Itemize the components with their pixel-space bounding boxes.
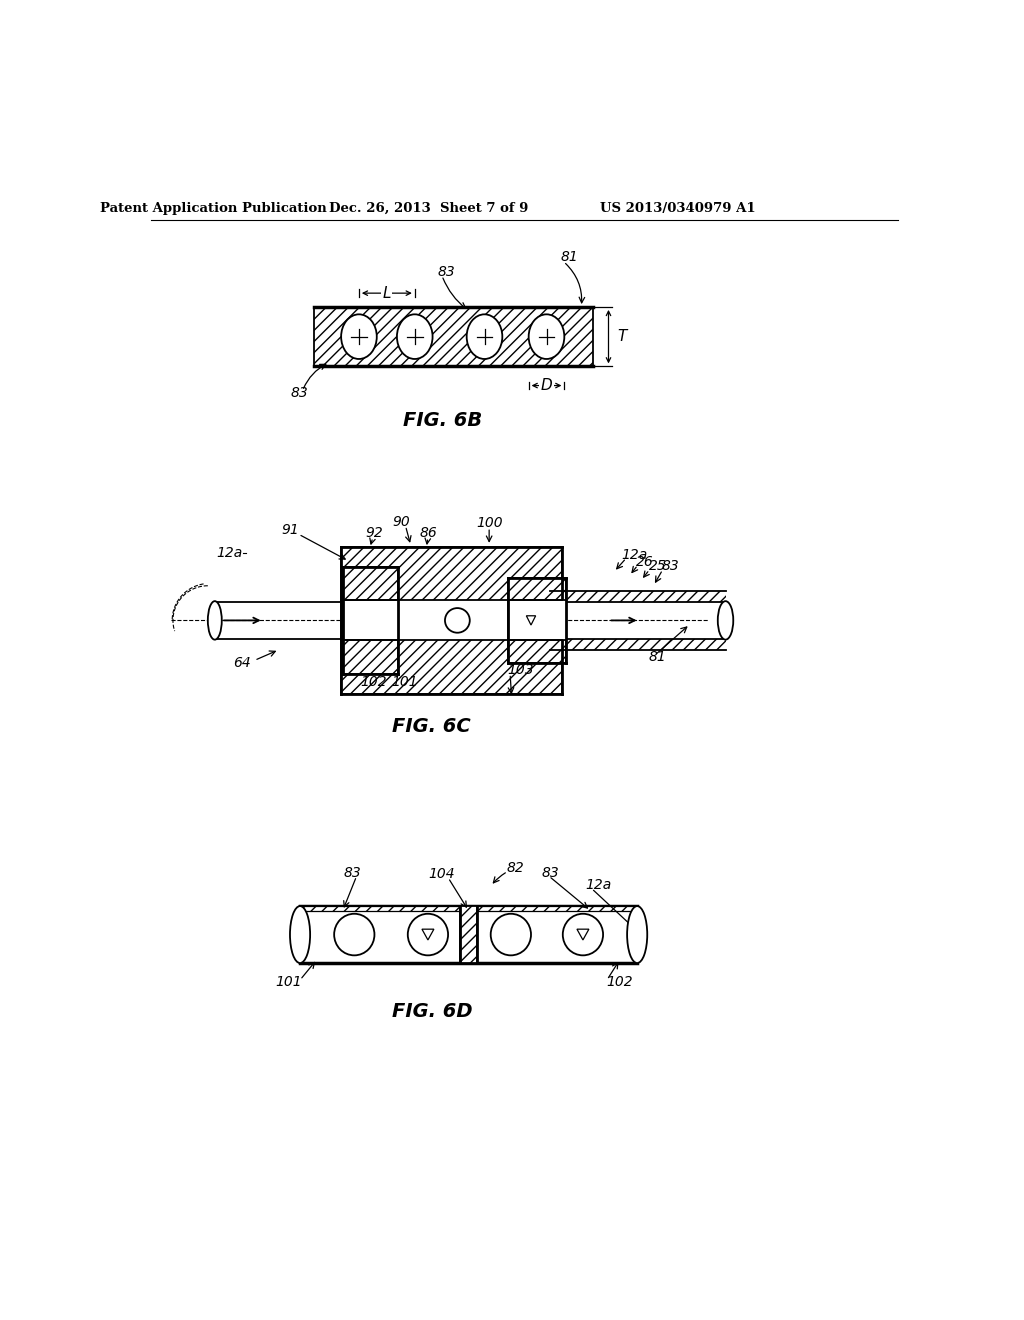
- Text: FIG. 6B: FIG. 6B: [403, 411, 482, 430]
- Text: 83: 83: [344, 866, 361, 880]
- Text: D: D: [541, 378, 552, 393]
- Ellipse shape: [397, 314, 432, 359]
- Bar: [508, 578, 566, 663]
- Text: 101: 101: [391, 675, 418, 689]
- Ellipse shape: [563, 913, 603, 956]
- Bar: [508, 601, 566, 640]
- Bar: [300, 906, 637, 911]
- Text: 104: 104: [429, 867, 456, 882]
- Polygon shape: [422, 929, 434, 940]
- Text: 90: 90: [392, 515, 411, 529]
- Ellipse shape: [408, 913, 449, 956]
- Bar: [550, 591, 726, 602]
- Text: 12a: 12a: [216, 545, 243, 560]
- Ellipse shape: [718, 601, 733, 640]
- Text: Patent Application Publication: Patent Application Publication: [100, 202, 327, 215]
- Text: 83: 83: [662, 560, 680, 573]
- Bar: [341, 548, 562, 693]
- Text: FIG. 6C: FIG. 6C: [391, 717, 470, 737]
- Text: 92: 92: [366, 527, 383, 540]
- Text: 100: 100: [476, 516, 503, 531]
- Ellipse shape: [334, 913, 375, 956]
- Ellipse shape: [445, 609, 470, 632]
- Bar: [341, 601, 562, 640]
- Text: 82: 82: [506, 862, 524, 875]
- Text: 91: 91: [282, 523, 300, 537]
- Bar: [300, 906, 637, 912]
- Text: 25: 25: [649, 560, 667, 573]
- Ellipse shape: [208, 601, 222, 640]
- Polygon shape: [577, 929, 589, 940]
- Ellipse shape: [467, 314, 503, 359]
- Bar: [300, 906, 637, 964]
- Text: 103: 103: [508, 664, 535, 677]
- Text: 83: 83: [542, 866, 559, 880]
- Text: US 2013/0340979 A1: US 2013/0340979 A1: [600, 202, 756, 215]
- Text: FIG. 6D: FIG. 6D: [391, 1002, 472, 1022]
- Text: 83: 83: [291, 387, 308, 400]
- Bar: [343, 601, 397, 640]
- Text: 12a: 12a: [586, 878, 611, 892]
- Ellipse shape: [290, 906, 310, 964]
- Text: 12a: 12a: [622, 548, 648, 562]
- Ellipse shape: [627, 906, 647, 964]
- Text: 101: 101: [275, 975, 302, 989]
- Bar: [460, 906, 477, 964]
- Text: 86: 86: [420, 527, 437, 540]
- Text: L: L: [383, 285, 391, 301]
- Bar: [550, 639, 726, 649]
- Text: 102: 102: [360, 675, 387, 689]
- Ellipse shape: [490, 913, 531, 956]
- Polygon shape: [526, 615, 536, 626]
- Bar: [314, 308, 593, 367]
- Text: 81: 81: [560, 249, 579, 264]
- Text: 83: 83: [438, 265, 456, 280]
- Text: T: T: [617, 329, 627, 345]
- Text: 26: 26: [636, 554, 654, 569]
- Text: Dec. 26, 2013  Sheet 7 of 9: Dec. 26, 2013 Sheet 7 of 9: [329, 202, 528, 215]
- Bar: [343, 566, 397, 675]
- Ellipse shape: [528, 314, 564, 359]
- Text: 102: 102: [606, 975, 633, 989]
- Text: 64: 64: [232, 656, 251, 669]
- Text: 81: 81: [649, 651, 667, 664]
- Ellipse shape: [341, 314, 377, 359]
